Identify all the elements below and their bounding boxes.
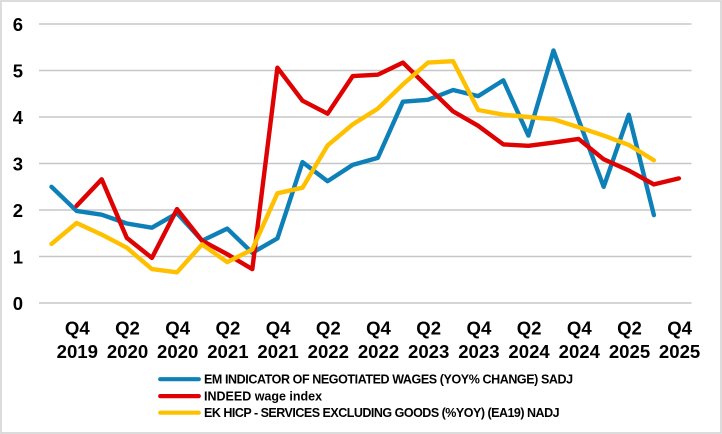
svg-text:2020: 2020 xyxy=(107,341,148,362)
svg-text:0: 0 xyxy=(13,293,23,314)
svg-text:Q2: Q2 xyxy=(416,318,441,339)
svg-text:Q2: Q2 xyxy=(316,318,341,339)
svg-text:1: 1 xyxy=(13,246,23,267)
svg-text:2025: 2025 xyxy=(659,341,700,362)
svg-text:Q4: Q4 xyxy=(165,318,190,339)
svg-text:2021: 2021 xyxy=(257,341,298,362)
svg-text:EK HICP - SERVICES EXCLUDING G: EK HICP - SERVICES EXCLUDING GOODS (%YOY… xyxy=(204,406,560,420)
svg-text:2025: 2025 xyxy=(609,341,650,362)
svg-text:Q2: Q2 xyxy=(115,318,140,339)
svg-text:6: 6 xyxy=(13,14,23,35)
svg-text:Q4: Q4 xyxy=(466,318,491,339)
svg-text:2022: 2022 xyxy=(358,341,399,362)
svg-text:2021: 2021 xyxy=(207,341,248,362)
svg-text:2023: 2023 xyxy=(458,341,499,362)
svg-text:2022: 2022 xyxy=(308,341,349,362)
svg-text:Q2: Q2 xyxy=(215,318,240,339)
svg-text:2023: 2023 xyxy=(408,341,449,362)
svg-text:Q2: Q2 xyxy=(517,318,542,339)
svg-text:2: 2 xyxy=(13,200,23,221)
svg-text:Q4: Q4 xyxy=(366,318,391,339)
svg-text:Q4: Q4 xyxy=(266,318,291,339)
svg-text:2024: 2024 xyxy=(559,341,601,362)
svg-text:2024: 2024 xyxy=(508,341,550,362)
svg-text:2019: 2019 xyxy=(57,341,98,362)
svg-text:Q4: Q4 xyxy=(667,318,692,339)
svg-text:INDEED wage index: INDEED wage index xyxy=(204,389,322,403)
svg-text:Q4: Q4 xyxy=(65,318,90,339)
svg-text:Q2: Q2 xyxy=(617,318,642,339)
svg-text:Q4: Q4 xyxy=(567,318,592,339)
svg-text:5: 5 xyxy=(13,60,23,81)
svg-text:EM INDICATOR OF NEGOTIATED WAG: EM INDICATOR OF NEGOTIATED WAGES (YOY% C… xyxy=(204,373,573,387)
svg-text:2020: 2020 xyxy=(157,341,198,362)
svg-text:4: 4 xyxy=(13,107,24,128)
svg-text:3: 3 xyxy=(13,153,23,174)
